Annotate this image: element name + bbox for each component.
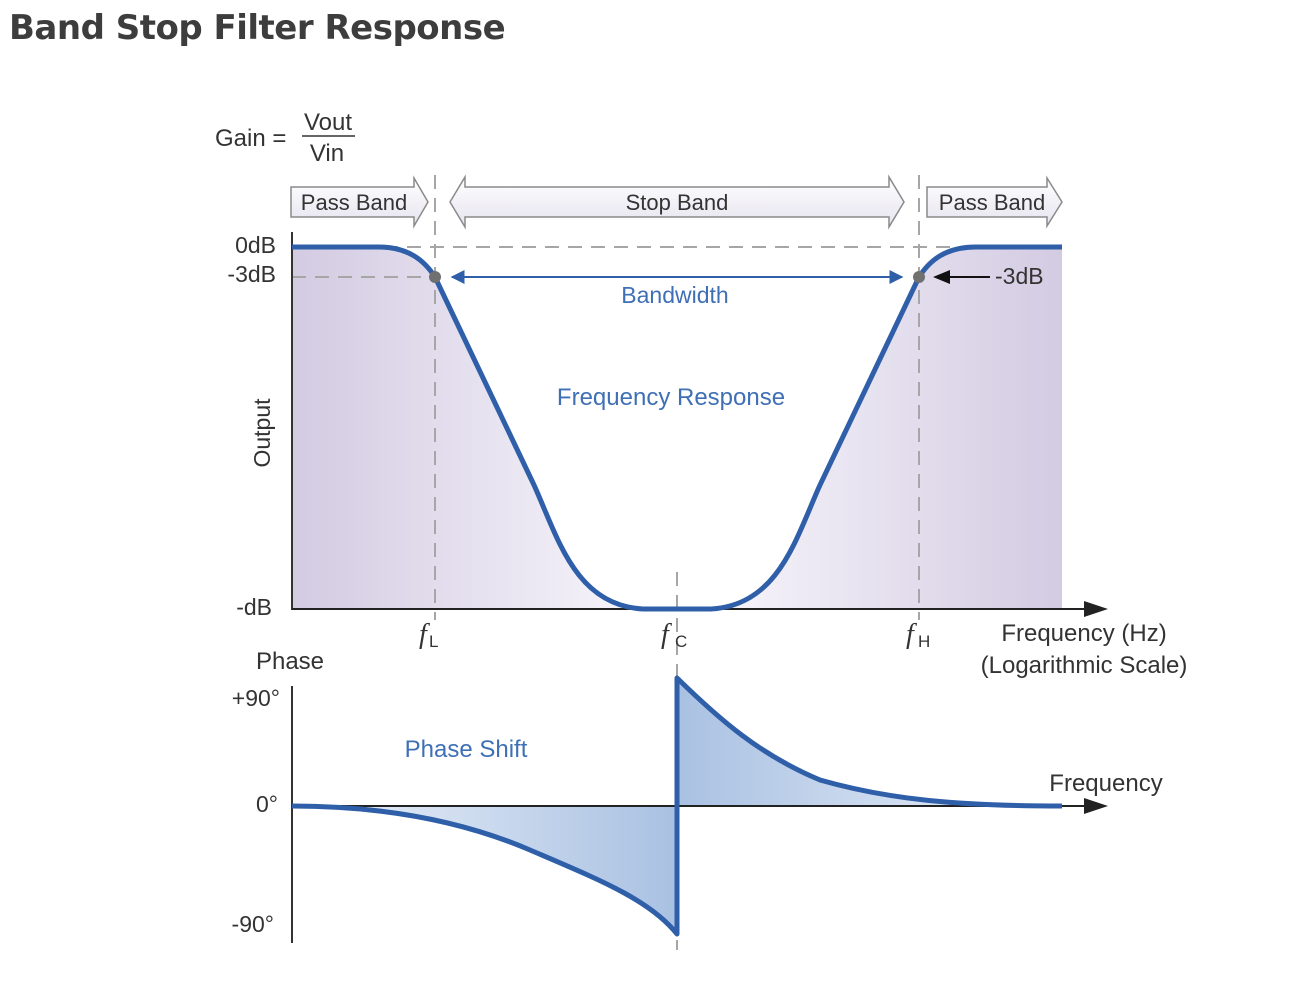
frequency-response-label: Frequency Response: [557, 384, 785, 411]
output-axis-label: Output: [249, 398, 275, 468]
stop-band-arrow: [449, 174, 905, 230]
y-label-minus-db: -dB: [236, 594, 272, 620]
fl-symbol: f: [419, 619, 430, 650]
fc-subscript: C: [675, 632, 687, 651]
gain-numerator: Vout: [304, 109, 352, 136]
cutoff-annotation-label: -3dB: [995, 263, 1044, 289]
phase-negative-fill: [292, 806, 677, 934]
fh-cutoff-point: [913, 271, 925, 283]
frequency-hz-label: Frequency (Hz): [1001, 620, 1166, 647]
y-label-minus3db: -3dB: [227, 261, 276, 287]
gain-formula: Gain = Vout Vin: [215, 109, 355, 167]
fh-symbol: f: [906, 619, 917, 650]
phase-shading: [292, 678, 1062, 934]
band-arrows: Pass Band Stop Band Pass Band: [290, 174, 1063, 230]
phase-axes: [291, 686, 1108, 943]
fc-symbol: f: [661, 619, 672, 650]
cutoff-annotation-arrowhead: [933, 270, 950, 284]
gain-label: Gain =: [215, 125, 286, 152]
magnitude-shading: [292, 247, 1062, 609]
fc-marker: f C: [661, 619, 687, 651]
right-pass-fill: [711, 247, 1062, 609]
pass-band-right-label: Pass Band: [939, 190, 1045, 215]
pass-band-left-label: Pass Band: [301, 190, 407, 215]
pass-band-left-arrow: [290, 175, 429, 229]
y-label-0db: 0dB: [235, 232, 276, 258]
phase-shift-curve: [291, 675, 1063, 937]
gain-denominator: Vin: [310, 140, 344, 167]
phase-shift-label: Phase Shift: [405, 736, 528, 763]
phase-title: Phase: [256, 648, 324, 675]
phase-y-minus90: -90°: [232, 911, 274, 937]
fl-cutoff-point: [429, 271, 441, 283]
pass-band-right-arrow: [926, 175, 1063, 229]
fh-marker: f H: [906, 619, 930, 651]
left-pass-fill: [292, 247, 643, 609]
phase-positive-fill: [677, 678, 1062, 806]
phase-x-arrowhead: [1084, 798, 1108, 814]
fl-subscript: L: [429, 632, 438, 651]
stop-band-label: Stop Band: [626, 190, 729, 215]
magnitude-x-arrowhead: [1084, 601, 1108, 617]
phase-frequency-label: Frequency: [1049, 770, 1162, 797]
bandwidth-label: Bandwidth: [621, 282, 728, 308]
page-title: Band Stop Filter Response: [9, 8, 506, 48]
log-scale-label: (Logarithmic Scale): [981, 652, 1188, 679]
fl-marker: f L: [419, 619, 438, 651]
phase-y-plus90: +90°: [232, 685, 280, 711]
phase-y-zero: 0°: [256, 791, 278, 817]
fh-subscript: H: [918, 632, 930, 651]
frequency-response-curve: [292, 244, 1062, 612]
